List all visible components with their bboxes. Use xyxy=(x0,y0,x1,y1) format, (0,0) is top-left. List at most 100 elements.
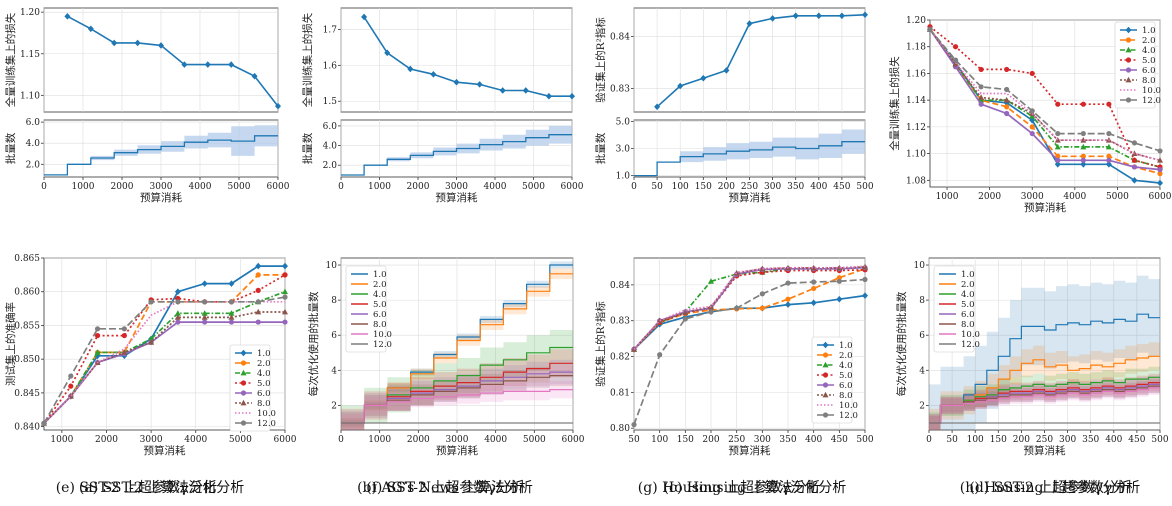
legend-label-4.0: 4.0 xyxy=(839,361,853,371)
legend-label-10.0: 10.0 xyxy=(839,401,858,411)
x-tick-label: 150 xyxy=(990,435,1007,445)
legend-label-6.0: 6.0 xyxy=(839,381,853,391)
data-point xyxy=(862,276,868,283)
data-point xyxy=(677,82,684,90)
y-axis-label: 每次优化使用的批量数 xyxy=(307,291,320,396)
x-tick-label: 450 xyxy=(1128,435,1145,445)
legend-label-2.0: 2.0 xyxy=(961,280,975,290)
legend-label-10.0: 10.0 xyxy=(373,330,392,340)
caption: (b) AG’s News 上算法分析 xyxy=(357,480,533,496)
x-tick-label: 300 xyxy=(1059,435,1076,445)
legend-box xyxy=(933,265,975,353)
data-point xyxy=(201,280,208,287)
data-point xyxy=(1055,130,1061,137)
data-point xyxy=(255,287,261,293)
series-line-8.0 xyxy=(929,28,1161,162)
x-tick-label: 6000 xyxy=(267,182,290,192)
x-tick-label: 0 xyxy=(41,182,47,192)
caption: (e) SST-2 上超参数γ泛化分析 xyxy=(56,479,245,496)
y-tick-label: 4 xyxy=(919,366,925,376)
x-tick-label: 5000 xyxy=(1106,192,1129,202)
data-point xyxy=(64,13,71,20)
x-tick-label: 200 xyxy=(702,435,719,445)
x-tick-label: 450 xyxy=(833,182,850,192)
x-tick-label: 2000 xyxy=(978,192,1001,202)
y-axis-label: 测试集上的准确率 xyxy=(4,302,17,386)
data-point xyxy=(792,12,799,20)
data-point xyxy=(1003,96,1010,103)
series-line-10.0 xyxy=(929,387,1160,424)
data-point xyxy=(810,264,817,271)
series-line-4.0 xyxy=(43,290,286,424)
confidence-band-2.0 xyxy=(929,342,1160,430)
legend-label-2.0: 2.0 xyxy=(257,359,271,369)
data-point xyxy=(1131,164,1138,170)
y-tick-label: 1.10 xyxy=(906,150,926,160)
y-tick-label: 1.6 xyxy=(323,61,338,71)
data-point xyxy=(1106,153,1112,159)
y-tick-label: 0.84 xyxy=(610,281,630,291)
data-point xyxy=(1105,143,1112,150)
data-point xyxy=(1054,143,1061,150)
data-point xyxy=(121,349,128,355)
y-tick-label: 1.20 xyxy=(906,16,926,26)
y-tick-label: 1.20 xyxy=(20,8,40,18)
data-point xyxy=(1157,167,1163,173)
legend-box xyxy=(229,344,271,432)
series-line xyxy=(341,134,572,176)
x-tick-label: 0 xyxy=(926,435,932,445)
y-tick-label: 2 xyxy=(331,401,337,411)
x-tick-label: 3000 xyxy=(1021,192,1044,202)
data-point xyxy=(1080,157,1086,163)
y-tick-label: 0.840 xyxy=(14,423,40,433)
x-tick-label: 500 xyxy=(856,435,873,445)
x-axis-label: 预算消耗 xyxy=(1024,201,1066,214)
x-tick-label: 5000 xyxy=(229,435,252,445)
y-tick-label: 1.12 xyxy=(906,123,926,133)
x-axis-label: 预算消耗 xyxy=(729,444,771,457)
x-tick-label: 500 xyxy=(856,182,873,192)
y-tick-label: 1.7 xyxy=(323,26,338,36)
legend-label-5.0: 5.0 xyxy=(257,379,271,389)
series-line-10.0 xyxy=(43,300,285,424)
legend-marker-1.0 xyxy=(822,341,829,349)
legend-label-1.0: 1.0 xyxy=(257,349,271,359)
caption: (g) Housing 上超参数γ泛化分析 xyxy=(638,479,846,496)
data-point xyxy=(204,61,211,68)
legend-marker-12.0 xyxy=(1125,97,1132,103)
x-tick-label: 250 xyxy=(728,435,745,445)
x-tick-label: 3000 xyxy=(446,435,469,445)
data-point xyxy=(68,373,74,379)
legend-label-4.0: 4.0 xyxy=(961,290,975,300)
data-point xyxy=(545,92,552,100)
y-tick-label: 2.0 xyxy=(323,161,338,171)
y-tick-label: 6.0 xyxy=(323,122,338,132)
legend-label-12.0: 12.0 xyxy=(961,340,980,350)
data-point xyxy=(978,101,984,107)
legend-label-12.0: 12.0 xyxy=(373,340,392,350)
data-point xyxy=(453,78,460,86)
data-point xyxy=(1131,157,1138,163)
data-point xyxy=(700,74,707,82)
data-point xyxy=(708,278,714,284)
data-point xyxy=(228,280,235,287)
data-point xyxy=(255,262,262,270)
x-tick-label: 300 xyxy=(754,435,771,445)
x-tick-label: 6000 xyxy=(1149,192,1172,202)
data-point xyxy=(476,81,483,88)
data-point xyxy=(255,272,261,278)
data-point xyxy=(978,84,984,90)
x-axis-label: 预算消耗 xyxy=(140,191,182,204)
x-tick-label: 5000 xyxy=(522,182,545,192)
data-point xyxy=(282,294,288,300)
legend-label-6.0: 6.0 xyxy=(961,310,975,320)
caption: (h) Housing 上超参数γ分析 xyxy=(960,479,1141,496)
legend-marker-12.0 xyxy=(822,412,829,418)
series-line-1.0 xyxy=(929,313,1160,424)
x-tick-label: 2000 xyxy=(95,435,118,445)
legend-label-5.0: 5.0 xyxy=(1142,56,1156,66)
legend-marker-1.0 xyxy=(1125,26,1132,34)
data-point xyxy=(1029,108,1035,114)
data-point xyxy=(282,272,288,278)
